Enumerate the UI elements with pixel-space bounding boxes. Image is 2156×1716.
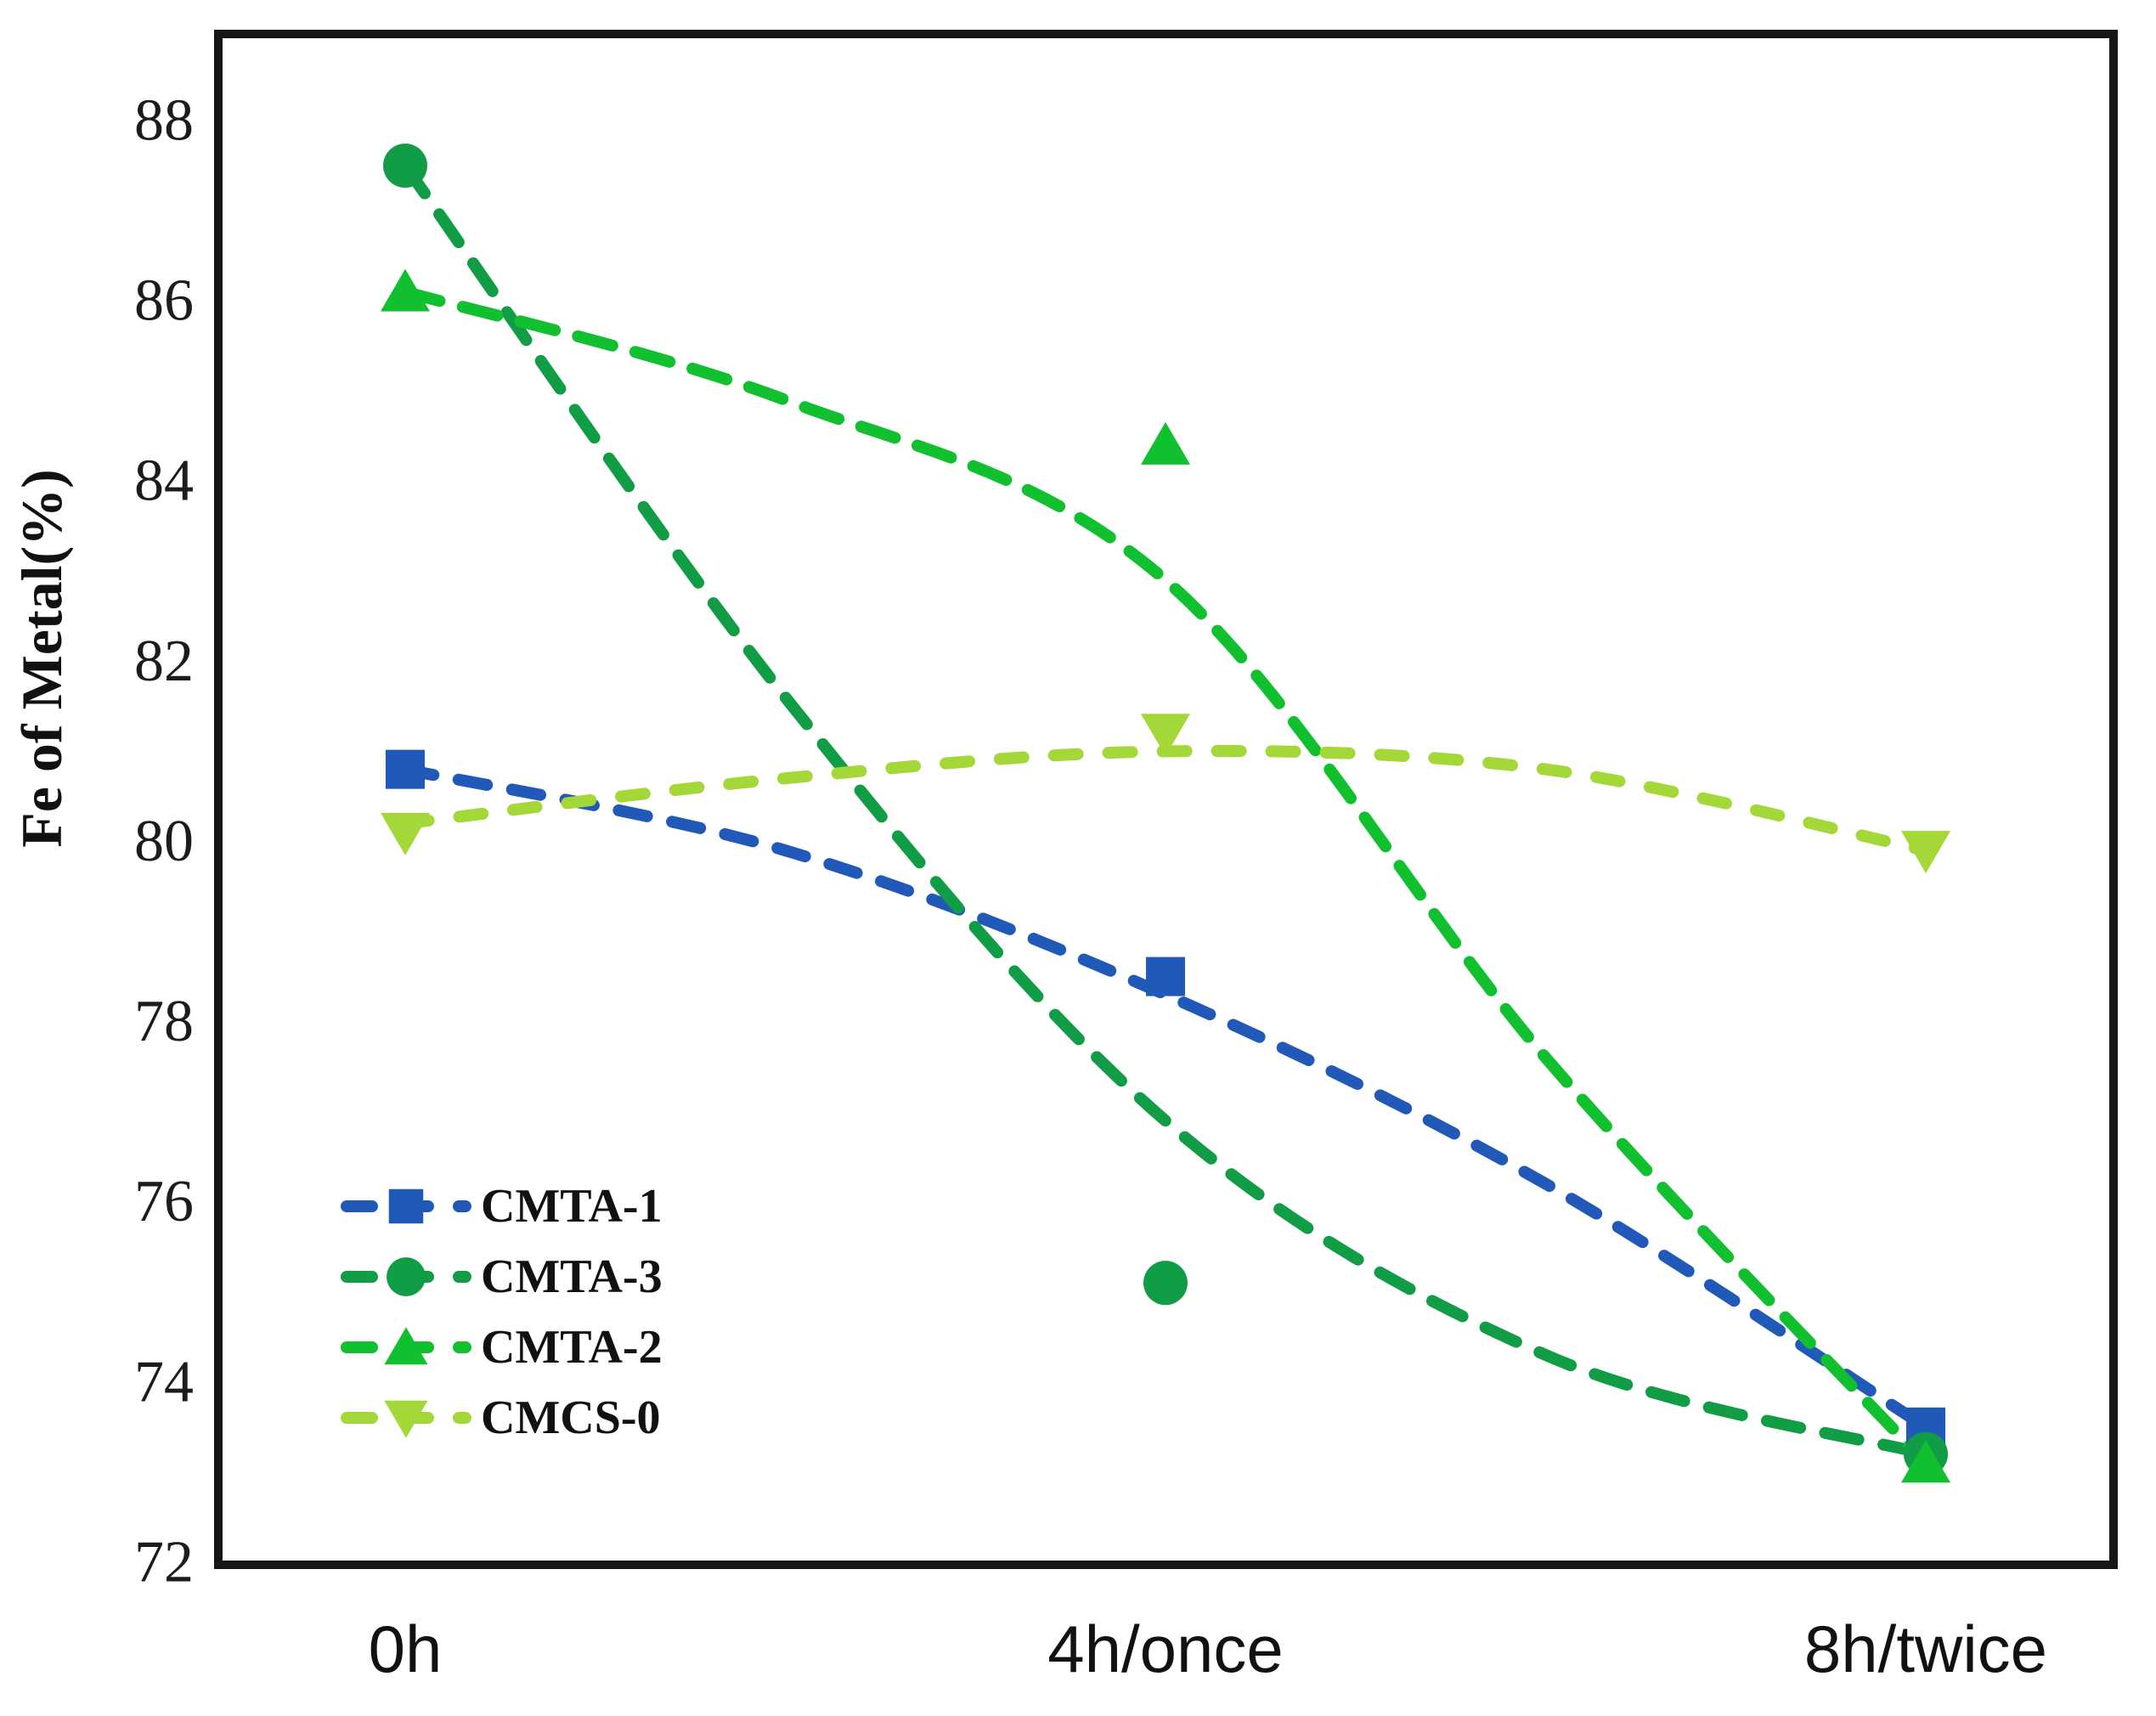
legend-marker-triangle-up: [384, 1327, 428, 1365]
legend-marker-circle: [387, 1257, 426, 1296]
y-tick-label: 76: [134, 1169, 194, 1234]
marker-CMTA-2: [381, 268, 430, 312]
legend-marker-triangle-down: [384, 1400, 428, 1438]
marker-CMTA-1: [1146, 957, 1185, 996]
legend-label: CMCS-0: [481, 1391, 661, 1444]
legend: CMTA-1 CMTA-3 CMTA-2 CMCS-0: [341, 1180, 663, 1444]
plot-frame: [214, 30, 2118, 1569]
y-tick-label: 86: [134, 268, 194, 334]
marker-CMTA-1: [386, 749, 425, 789]
y-tick-labels: 88 86 84 82 80 78 76 74 72: [134, 88, 194, 1595]
y-tick-label: 74: [134, 1349, 194, 1414]
legend-item-CMTA-1: CMTA-1: [341, 1180, 663, 1233]
legend-label: CMTA-3: [481, 1250, 663, 1303]
legend-label: CMTA-1: [481, 1180, 663, 1233]
y-axis-title: Fe of Metal(%): [9, 469, 74, 848]
marker-CMTA-2: [1901, 1440, 1950, 1483]
marker-CMCS-0: [381, 812, 430, 855]
y-tick-label: 72: [134, 1529, 194, 1595]
trend-curve-CMTA-3: [399, 160, 1932, 1460]
legend-item-CMTA-2: CMTA-2: [341, 1321, 663, 1374]
trend-curve-CMCS-0: [399, 745, 1932, 857]
x-tick-label: 8h/twice: [1804, 1612, 2047, 1686]
y-tick-label: 88: [134, 88, 194, 154]
y-tick-label: 84: [134, 449, 194, 514]
marker-CMCS-0: [1141, 714, 1190, 757]
x-tick-labels: 0h 4h/once 8h/twice: [369, 1612, 2047, 1686]
legend-item-CMTA-3: CMTA-3: [341, 1250, 663, 1303]
marker-CMTA-2: [1141, 421, 1190, 465]
y-tick-label: 82: [134, 629, 194, 694]
y-tick-label: 78: [134, 989, 194, 1054]
legend-marker-square: [388, 1188, 424, 1224]
series-markers: [381, 144, 1950, 1483]
legend-item-CMCS-0: CMCS-0: [341, 1391, 661, 1444]
x-tick-label: 4h/once: [1047, 1612, 1284, 1686]
legend-label: CMTA-2: [481, 1321, 663, 1374]
marker-CMTA-3: [1143, 1261, 1188, 1306]
x-tick-label: 0h: [369, 1612, 443, 1686]
y-tick-label: 80: [134, 809, 194, 874]
marker-CMTA-3: [383, 144, 427, 189]
marker-CMCS-0: [1901, 831, 1950, 874]
